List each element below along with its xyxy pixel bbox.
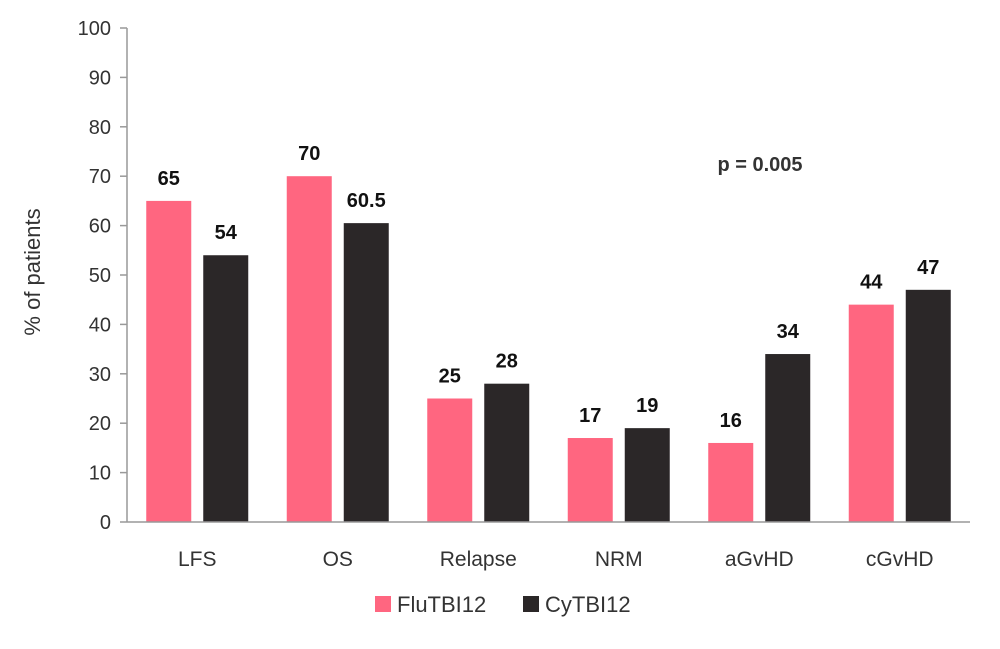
data-label-CyTBI12-cGvHD: 47 — [917, 257, 939, 279]
bars — [146, 176, 951, 523]
bar-FluTBI12-LFS — [146, 200, 192, 522]
bar-FluTBI12-OS — [286, 176, 332, 522]
legend-swatch-FluTBI12 — [375, 596, 391, 612]
category-labels: LFS OS Relapse NRM aGvHD cGvHD — [178, 548, 934, 571]
data-label-FluTBI12-NRM: 17 — [579, 405, 601, 427]
data-label-CyTBI12-OS: 60.5 — [347, 190, 386, 212]
data-label-FluTBI12-LFS: 65 — [158, 168, 180, 190]
category-label-Relapse: Relapse — [440, 548, 517, 571]
legend-label-CyTBI12: CyTBI12 — [545, 592, 631, 617]
bar-CyTBI12-Relapse — [484, 383, 530, 522]
data-label-CyTBI12-NRM: 19 — [636, 395, 658, 417]
category-label-LFS: LFS — [178, 548, 217, 571]
data-label-FluTBI12-cGvHD: 44 — [860, 272, 883, 294]
data-label-CyTBI12-aGvHD: 34 — [777, 321, 800, 343]
category-label-aGvHD: aGvHD — [725, 548, 794, 571]
bar-CyTBI12-aGvHD — [765, 354, 811, 522]
y-tick-label: 10 — [89, 463, 111, 485]
legend-swatch-CyTBI12 — [523, 596, 539, 612]
y-tick-label: 80 — [89, 117, 111, 139]
legend: FluTBI12 CyTBI12 — [375, 592, 631, 617]
y-tick-label: 0 — [100, 512, 111, 534]
data-label-FluTBI12-Relapse: 25 — [439, 366, 461, 388]
data-label-CyTBI12-Relapse: 28 — [496, 351, 518, 373]
bar-CyTBI12-NRM — [624, 428, 670, 522]
y-tick-label: 70 — [89, 166, 111, 188]
y-tick-label: 40 — [89, 314, 111, 336]
bar-FluTBI12-aGvHD — [708, 442, 754, 522]
bar-FluTBI12-Relapse — [427, 398, 473, 522]
category-label-OS: OS — [323, 548, 353, 571]
bar-FluTBI12-NRM — [567, 438, 613, 522]
category-label-NRM: NRM — [595, 548, 643, 571]
category-label-cGvHD: cGvHD — [866, 548, 934, 571]
y-tick-label: 20 — [89, 413, 111, 435]
y-tick-label: 90 — [89, 67, 111, 89]
data-label-CyTBI12-LFS: 54 — [215, 222, 238, 244]
data-label-FluTBI12-aGvHD: 16 — [720, 410, 742, 432]
bar-CyTBI12-LFS — [203, 255, 249, 523]
y-tick-label: 100 — [78, 18, 111, 40]
data-labels: 65 54 70 60.5 25 28 17 19 16 34 44 47 — [158, 143, 940, 432]
bar-CyTBI12-cGvHD — [905, 289, 951, 522]
p-value-annotation: p = 0.005 — [717, 154, 802, 176]
data-label-FluTBI12-OS: 70 — [298, 143, 320, 165]
bar-CyTBI12-OS — [343, 223, 389, 522]
y-axis-title: % of patients — [20, 208, 45, 335]
y-tick-label: 30 — [89, 364, 111, 386]
y-axis-ticks: 0 10 20 30 40 50 60 70 80 90 100 — [78, 18, 127, 534]
y-tick-label: 60 — [89, 216, 111, 238]
bar-FluTBI12-cGvHD — [848, 304, 894, 522]
legend-label-FluTBI12: FluTBI12 — [397, 592, 486, 617]
y-tick-label: 50 — [89, 265, 111, 287]
